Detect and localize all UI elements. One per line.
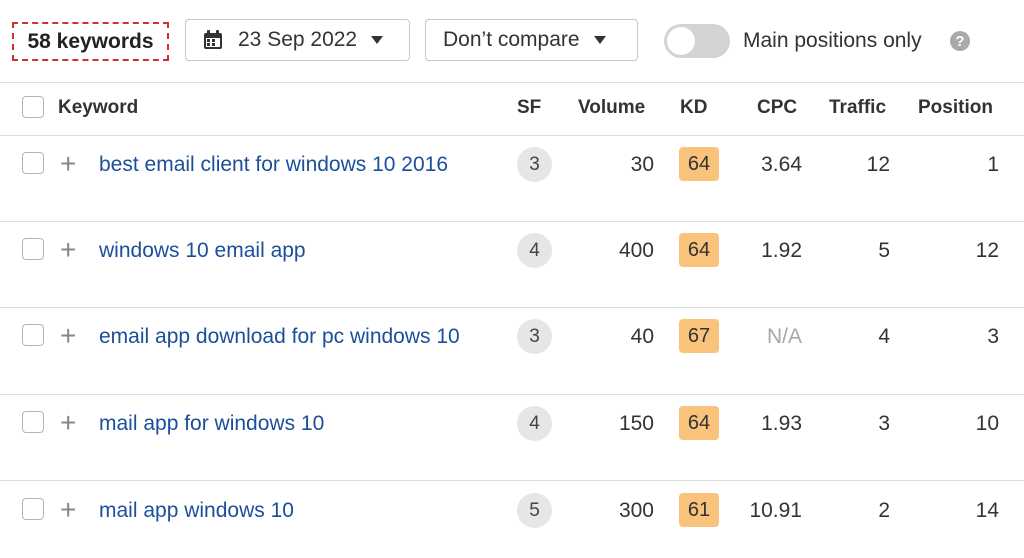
row-checkbox[interactable] bbox=[22, 238, 44, 260]
traffic-value: 12 bbox=[866, 153, 890, 176]
sf-badge[interactable]: 3 bbox=[517, 319, 552, 354]
sf-badge[interactable]: 4 bbox=[517, 233, 552, 268]
sf-badge[interactable]: 3 bbox=[517, 147, 552, 182]
position-value: 3 bbox=[987, 325, 999, 348]
date-label: 23 Sep 2022 bbox=[238, 28, 358, 51]
row-checkbox[interactable] bbox=[22, 324, 44, 346]
toggle-label: Main positions only bbox=[743, 29, 922, 52]
plus-icon[interactable]: + bbox=[60, 494, 77, 525]
plus-icon[interactable]: + bbox=[60, 234, 77, 265]
cpc-value: 3.64 bbox=[761, 153, 802, 176]
traffic-value: 2 bbox=[878, 499, 890, 522]
divider bbox=[0, 82, 1024, 83]
caret-down-icon bbox=[593, 36, 606, 44]
volume-value: 400 bbox=[618, 239, 654, 262]
plus-icon[interactable]: + bbox=[60, 148, 77, 179]
row-divider bbox=[0, 394, 1024, 395]
position-value: 1 bbox=[987, 153, 999, 176]
kd-badge: 67 bbox=[679, 319, 719, 353]
toolbar: 58 keywords 23 Sep 2022 Don’t compare Ma… bbox=[0, 0, 1024, 82]
keyword-link[interactable]: best email client for windows 10 2016 bbox=[99, 153, 449, 176]
row-checkbox[interactable] bbox=[22, 498, 44, 520]
sf-badge[interactable]: 4 bbox=[517, 406, 552, 441]
traffic-value: 4 bbox=[878, 325, 890, 348]
column-header-kd[interactable]: KD bbox=[680, 97, 708, 118]
compare-label: Don’t compare bbox=[443, 28, 580, 51]
row-divider bbox=[0, 221, 1024, 222]
column-header-cpc[interactable]: CPC bbox=[757, 97, 798, 118]
keyword-link[interactable]: windows 10 email app bbox=[99, 239, 306, 262]
plus-icon[interactable]: + bbox=[60, 320, 77, 351]
keyword-count: 58 keywords bbox=[12, 22, 169, 61]
calendar-icon bbox=[204, 30, 222, 49]
help-icon[interactable]: ? bbox=[950, 31, 970, 51]
column-header-traffic[interactable]: Traffic bbox=[829, 97, 887, 118]
column-header-sf[interactable]: SF bbox=[517, 97, 542, 118]
keyword-link[interactable]: mail app windows 10 bbox=[99, 499, 294, 522]
sf-badge[interactable]: 5 bbox=[517, 493, 552, 528]
volume-value: 30 bbox=[630, 153, 654, 176]
toggle-knob bbox=[667, 27, 695, 55]
cpc-value: 1.92 bbox=[761, 239, 802, 262]
row-divider bbox=[0, 307, 1024, 308]
keyword-link[interactable]: mail app for windows 10 bbox=[99, 412, 325, 435]
row-checkbox[interactable] bbox=[22, 152, 44, 174]
row-divider bbox=[0, 480, 1024, 481]
select-all-checkbox[interactable] bbox=[22, 96, 44, 118]
row-checkbox[interactable] bbox=[22, 411, 44, 433]
main-positions-toggle[interactable] bbox=[664, 24, 730, 58]
header-divider bbox=[0, 135, 1024, 136]
keyword-link[interactable]: email app download for pc windows 10 bbox=[99, 325, 460, 348]
traffic-value: 3 bbox=[878, 412, 890, 435]
cpc-value: 1.93 bbox=[761, 412, 802, 435]
volume-value: 300 bbox=[618, 499, 654, 522]
cpc-value: N/A bbox=[766, 325, 802, 348]
caret-down-icon bbox=[371, 36, 384, 44]
compare-dropdown[interactable]: Don’t compare bbox=[425, 19, 638, 61]
position-value: 14 bbox=[975, 499, 999, 522]
column-header-volume[interactable]: Volume bbox=[578, 97, 646, 118]
volume-value: 150 bbox=[618, 412, 654, 435]
volume-value: 40 bbox=[630, 325, 654, 348]
column-header-position[interactable]: Position bbox=[918, 97, 993, 118]
kd-badge: 61 bbox=[679, 493, 719, 527]
kd-badge: 64 bbox=[679, 406, 719, 440]
kd-badge: 64 bbox=[679, 233, 719, 267]
position-value: 10 bbox=[975, 412, 999, 435]
column-header-keyword[interactable]: Keyword bbox=[58, 97, 139, 118]
traffic-value: 5 bbox=[878, 239, 890, 262]
position-value: 12 bbox=[975, 239, 999, 262]
cpc-value: 10.91 bbox=[749, 499, 802, 522]
date-picker-button[interactable]: 23 Sep 2022 bbox=[185, 19, 410, 61]
kd-badge: 64 bbox=[679, 147, 719, 181]
plus-icon[interactable]: + bbox=[60, 407, 77, 438]
